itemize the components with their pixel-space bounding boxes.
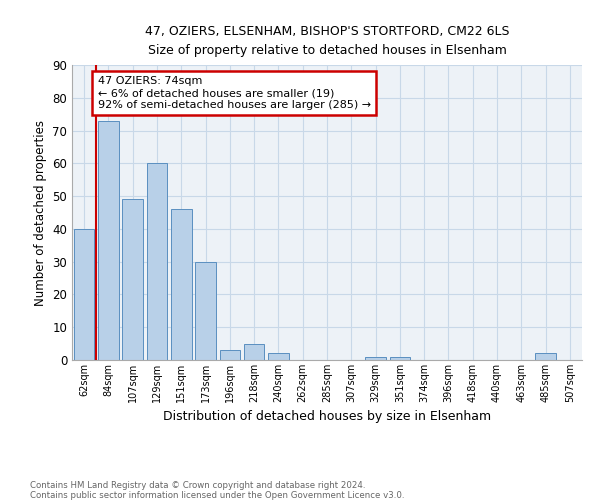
X-axis label: Distribution of detached houses by size in Elsenham: Distribution of detached houses by size …: [163, 410, 491, 424]
Bar: [122, 200, 143, 360]
Bar: [535, 354, 556, 360]
Text: Contains HM Land Registry data © Crown copyright and database right 2024.: Contains HM Land Registry data © Crown c…: [30, 480, 365, 490]
Text: Contains public sector information licensed under the Open Government Licence v3: Contains public sector information licen…: [30, 490, 404, 500]
Title: 47, OZIERS, ELSENHAM, BISHOP'S STORTFORD, CM22 6LS
Size of property relative to : 47, OZIERS, ELSENHAM, BISHOP'S STORTFORD…: [145, 25, 509, 57]
Bar: [195, 262, 216, 360]
Bar: [244, 344, 265, 360]
Bar: [268, 354, 289, 360]
Text: 47 OZIERS: 74sqm
← 6% of detached houses are smaller (19)
92% of semi-detached h: 47 OZIERS: 74sqm ← 6% of detached houses…: [97, 76, 371, 110]
Bar: [146, 164, 167, 360]
Y-axis label: Number of detached properties: Number of detached properties: [34, 120, 47, 306]
Bar: [98, 120, 119, 360]
Bar: [220, 350, 240, 360]
Bar: [74, 229, 94, 360]
Bar: [389, 356, 410, 360]
Bar: [365, 356, 386, 360]
Bar: [171, 209, 191, 360]
